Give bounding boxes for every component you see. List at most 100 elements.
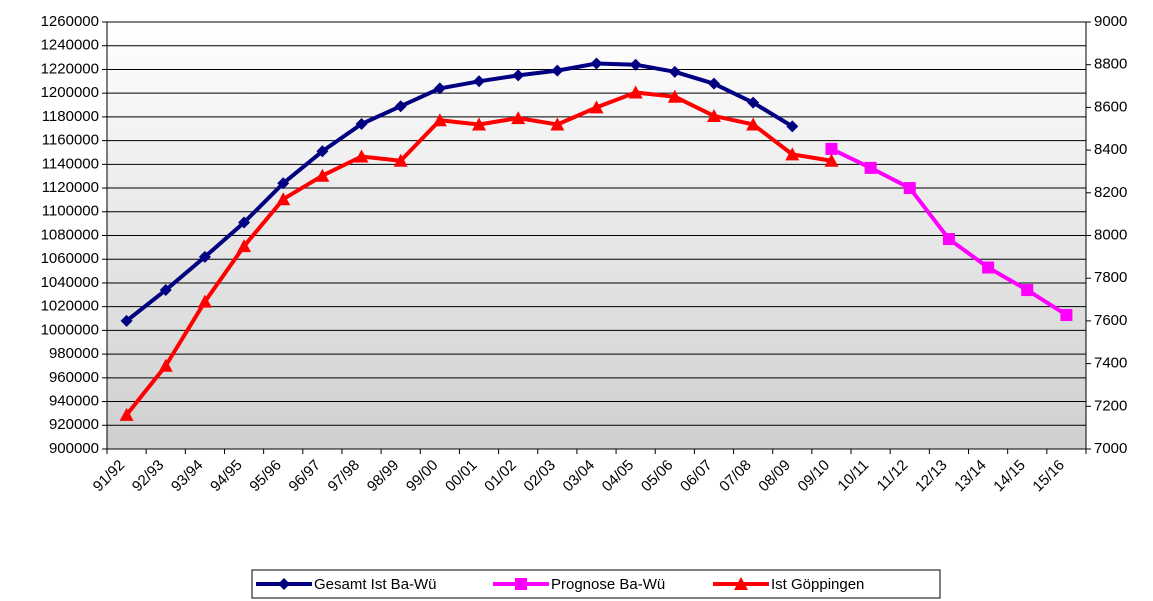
y-tick-label: 1080000 [41, 226, 99, 243]
y-tick-label: 1120000 [42, 179, 99, 196]
y-tick-label: 1160000 [42, 132, 99, 149]
marker [734, 577, 748, 590]
marker [825, 142, 838, 155]
y-tick-label: 1180000 [42, 108, 99, 125]
marker [354, 149, 369, 163]
y-tick-label: 960000 [49, 369, 99, 386]
marker [1021, 284, 1034, 297]
y2-tick-label: 9000 [1094, 13, 1127, 30]
marker [198, 250, 211, 263]
marker [158, 358, 173, 372]
y-tick-label: 1040000 [41, 274, 99, 291]
marker [277, 177, 290, 190]
marker [785, 147, 800, 161]
legend: Gesamt Ist Ba-Wü Prognose Ba-Wü Ist Göppin… [251, 569, 941, 599]
x-tick-label: 11/12 [874, 457, 912, 495]
marker [120, 314, 133, 327]
y-tick-label: 1200000 [41, 84, 99, 101]
x-tick-label: 99/00 [403, 457, 442, 496]
marker [629, 58, 642, 71]
x-tick-label: 02/03 [520, 457, 559, 496]
x-tick-label: 12/13 [912, 457, 951, 496]
y-tick-label: 1140000 [42, 155, 99, 172]
marker [355, 118, 368, 131]
y2-tick-label: 7600 [1094, 312, 1127, 329]
y2-tick-label: 8000 [1094, 226, 1127, 243]
marker [238, 216, 251, 229]
marker [197, 294, 212, 308]
y-tick-label: 1060000 [41, 250, 99, 267]
y-tick-label: 980000 [49, 345, 99, 362]
y2-tick-label: 7400 [1094, 355, 1127, 372]
marker [1060, 308, 1073, 321]
x-tick-label: 97/98 [325, 457, 364, 496]
y2-tick-label: 7000 [1094, 440, 1127, 457]
marker [746, 117, 761, 131]
x-tick-label: 13/14 [951, 457, 990, 496]
x-tick-label: 09/10 [795, 457, 834, 496]
marker [512, 69, 525, 82]
marker [903, 182, 916, 195]
marker [315, 168, 330, 182]
marker [237, 239, 252, 253]
y-tick-label: 940000 [49, 393, 99, 410]
x-tick-label: 94/95 [207, 457, 246, 496]
x-tick-label: 07/08 [716, 457, 755, 496]
x-tick-label: 01/02 [481, 457, 520, 496]
marker [393, 153, 408, 167]
marker [707, 77, 720, 90]
legend-label: Gesamt Ist Ba-Wü [314, 576, 437, 593]
series-line [125, 61, 794, 323]
x-tick-label: 04/05 [599, 457, 638, 496]
x-tick-label: 92/93 [129, 457, 168, 496]
x-tick-label: 93/94 [168, 457, 207, 496]
marker [511, 111, 526, 125]
y2-tick-label: 8400 [1094, 141, 1127, 158]
x-tick-label: 06/07 [677, 457, 716, 496]
x-tick-label: 98/99 [364, 457, 403, 496]
y-tick-label: 1220000 [41, 60, 99, 77]
plot-frame [106, 21, 1087, 450]
legend-box [251, 569, 941, 599]
marker [472, 117, 487, 131]
x-tick-label: 91/92 [90, 457, 129, 496]
marker [433, 82, 446, 95]
x-tick-label: 05/06 [638, 457, 677, 496]
y-tick-label: 1240000 [41, 37, 99, 54]
y2-tick-label: 8200 [1094, 184, 1127, 201]
y-tick-label: 1100000 [42, 203, 99, 220]
y-tick-label: 920000 [49, 416, 99, 433]
x-tick-label: 03/04 [560, 457, 599, 496]
marker [982, 261, 995, 274]
marker [706, 108, 721, 122]
marker [278, 578, 290, 590]
y2-tick-label: 7800 [1094, 269, 1127, 286]
marker [864, 161, 877, 174]
marker [786, 120, 799, 133]
marker [824, 153, 839, 167]
marker [589, 100, 604, 114]
x-tick-label: 95/96 [246, 457, 285, 496]
marker [590, 57, 603, 70]
marker [942, 233, 955, 246]
y-tick-label: 1000000 [41, 321, 99, 338]
legend-label: Prognose Ba-Wü [551, 576, 665, 593]
marker [628, 85, 643, 99]
y2-tick-label: 7200 [1094, 397, 1127, 414]
x-tick-label: 14/15 [990, 457, 1029, 496]
marker [276, 192, 291, 206]
marker [515, 578, 527, 590]
marker [550, 117, 565, 131]
x-tick-label: 08/09 [755, 457, 794, 496]
marker [747, 96, 760, 109]
x-tick-label: 10/11 [834, 457, 872, 495]
marker [473, 75, 486, 88]
marker [316, 145, 329, 158]
marker [394, 100, 407, 113]
marker [551, 64, 564, 77]
marker [432, 113, 447, 127]
y-tick-label: 900000 [49, 440, 99, 457]
marker [119, 407, 134, 421]
legend-label: Ist Göppingen [771, 576, 864, 593]
